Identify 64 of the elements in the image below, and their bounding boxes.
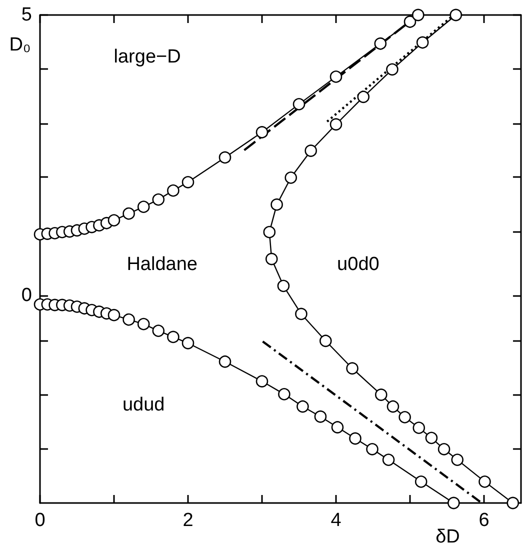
point: [137, 318, 150, 330]
point: [122, 207, 135, 220]
point: [412, 8, 424, 22]
point: [414, 476, 428, 488]
point: [265, 252, 278, 266]
point: [438, 443, 450, 456]
point: [167, 184, 180, 197]
annotation: Haldane: [126, 254, 198, 276]
point: [108, 308, 120, 322]
x-tick-label: 6: [478, 510, 490, 531]
x-tick-label: 0: [34, 510, 46, 531]
point: [346, 362, 358, 375]
point: [451, 454, 464, 466]
point: [448, 496, 460, 510]
point: [270, 198, 283, 211]
point: [330, 118, 342, 131]
point: [295, 308, 308, 320]
point: [277, 280, 290, 292]
point: [349, 432, 362, 445]
point: [218, 151, 232, 164]
point: [218, 356, 232, 368]
point: [357, 90, 370, 104]
x-tick-label: 2: [182, 510, 194, 531]
point: [386, 400, 400, 413]
y-tick-label: 5: [21, 4, 32, 26]
point: [320, 334, 332, 348]
y-axis-title: D₀: [9, 34, 31, 56]
point: [375, 388, 388, 401]
point: [182, 176, 194, 188]
point: [263, 226, 276, 238]
point: [296, 400, 309, 413]
point: [382, 454, 395, 466]
x-axis-title: δD: [436, 526, 460, 548]
point: [404, 16, 416, 28]
point: [314, 410, 327, 423]
point: [256, 375, 268, 388]
point: [137, 200, 150, 213]
point: [108, 214, 120, 226]
point: [330, 70, 342, 83]
point: [152, 324, 165, 337]
point: [292, 98, 306, 110]
point: [450, 8, 462, 22]
x-tick-label: 4: [330, 510, 342, 531]
annotation: u0d0: [337, 254, 380, 276]
point: [182, 336, 194, 350]
point: [416, 36, 429, 49]
annotation: large−D: [114, 46, 181, 68]
point: [425, 432, 438, 444]
point: [284, 172, 298, 184]
point: [167, 330, 180, 344]
annotation: udud: [122, 394, 165, 416]
point: [478, 476, 491, 488]
point: [398, 411, 411, 424]
point: [506, 496, 520, 510]
point: [122, 313, 135, 326]
point: [412, 422, 426, 434]
point: [304, 144, 317, 157]
point: [366, 443, 378, 456]
point: [386, 63, 398, 76]
point: [278, 388, 290, 400]
point: [152, 193, 165, 206]
point: [331, 421, 344, 434]
point: [374, 37, 387, 50]
point: [256, 126, 268, 138]
